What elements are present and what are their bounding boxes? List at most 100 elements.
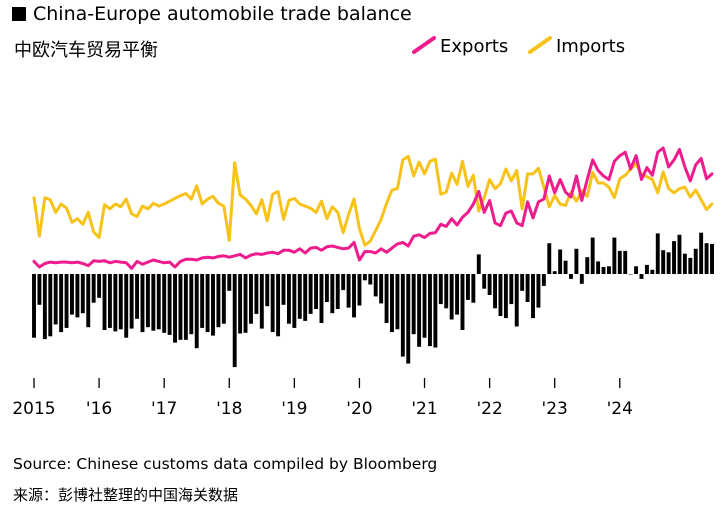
trade-balance-bar — [460, 274, 465, 330]
trade-balance-bar — [238, 274, 243, 334]
trade-balance-bar — [655, 233, 660, 274]
x-tick-label: '22 — [476, 399, 502, 419]
imports-line — [32, 154, 714, 247]
trade-balance-bar — [292, 274, 297, 328]
x-tick-label: 2015 — [12, 399, 55, 419]
trade-balance-bar — [346, 274, 351, 308]
trade-balance-bar — [189, 274, 194, 335]
trade-balance-bar — [606, 266, 611, 274]
legend-imports: Imports — [528, 36, 625, 57]
trade-balance-bar — [211, 274, 215, 336]
trade-balance-bar — [259, 274, 264, 329]
trade-balance-bar — [324, 274, 329, 302]
trade-balance-bar — [628, 274, 633, 275]
trade-balance-bar — [617, 250, 622, 274]
trade-balance-bar — [569, 274, 573, 279]
trade-balance-bar — [438, 274, 443, 305]
trade-balance-bar — [59, 274, 64, 333]
trade-balance-bar — [536, 274, 541, 308]
trade-balance-bar — [200, 274, 205, 328]
trade-balance-bar — [661, 250, 666, 274]
trade-balance-bar — [373, 274, 378, 297]
legend-imports-label: Imports — [556, 36, 626, 57]
trade-balance-bar — [547, 243, 552, 274]
trade-balance-bar — [503, 274, 508, 319]
trade-balance-bar — [493, 274, 497, 309]
x-tick-label: '17 — [151, 399, 177, 419]
trade-balance-bar — [173, 274, 177, 343]
trade-balance-bar — [314, 274, 319, 309]
trade-balance-bar — [102, 274, 107, 330]
trade-balance-bar — [64, 274, 69, 328]
series-lines — [32, 146, 714, 270]
x-tick-label: '21 — [411, 399, 437, 419]
trade-balance-bar — [666, 252, 671, 274]
trade-balance-bar — [80, 274, 85, 314]
trade-balance-bar — [232, 274, 237, 368]
trade-balance-bar — [107, 274, 112, 328]
trade-balance-bar — [156, 274, 161, 330]
trade-balance-bar — [270, 274, 275, 333]
trade-balance-bar — [520, 274, 525, 291]
chart-title-text: China-Europe automobile trade balance — [33, 3, 412, 25]
trade-balance-bar — [639, 274, 644, 279]
trade-balance-bar — [455, 274, 460, 315]
trade-balance-bar — [677, 234, 682, 274]
trade-balance-bar — [319, 274, 324, 323]
trade-balance-bar — [710, 243, 714, 274]
trade-balance-bar — [482, 274, 487, 289]
trade-balance-bar — [444, 274, 449, 309]
trade-balance-bar — [151, 274, 156, 331]
x-tick-label: '23 — [542, 399, 568, 419]
trade-balance-bar — [221, 274, 226, 324]
trade-balance-bar — [449, 274, 454, 320]
trade-balance-bar — [433, 274, 438, 348]
source-note-cn: 来源：彭博社整理的中国海关数据 — [13, 486, 239, 504]
trade-balance-bar — [596, 261, 601, 274]
trade-balance-bar — [693, 248, 698, 274]
x-tick-label: '24 — [607, 399, 633, 419]
trade-balance-bar — [465, 274, 470, 300]
trade-balance-bar — [227, 274, 232, 291]
source-note: Source: Chinese customs data compiled by… — [13, 455, 438, 473]
trade-balance-bar — [216, 274, 221, 328]
trade-balance-bar — [145, 274, 150, 328]
trade-balance-bar — [113, 274, 118, 332]
trade-balance-bar — [249, 274, 253, 324]
trade-balance-bar — [579, 274, 584, 284]
trade-balance-bar — [281, 274, 286, 305]
trade-balance-bar — [194, 274, 199, 349]
trade-balance-bar — [352, 274, 356, 318]
trade-balance-bar — [205, 274, 210, 333]
trade-balance-bar — [612, 237, 617, 274]
x-tick-label: '19 — [281, 399, 307, 419]
title-square-icon — [12, 7, 26, 21]
trade-balance-bar — [525, 274, 530, 302]
trade-balance-bar — [682, 253, 687, 274]
trade-balance-bar — [379, 274, 384, 304]
trade-balance-bar — [574, 248, 579, 274]
trade-balance-bar — [178, 274, 183, 340]
trade-balance-bar — [650, 269, 655, 274]
trade-balance-bar — [384, 274, 389, 323]
trade-balance-bar — [688, 257, 693, 274]
trade-balance-bar — [476, 254, 481, 274]
trade-balance-bar — [704, 243, 709, 274]
trade-balance-bar — [303, 274, 308, 321]
legend-exports: Exports — [412, 36, 508, 57]
trade-balance-bar — [129, 274, 134, 329]
trade-balance-bar — [70, 274, 74, 315]
trade-balance-bar — [341, 274, 346, 291]
trade-balance-bar — [118, 274, 123, 330]
trade-balance-bar — [411, 274, 416, 335]
legend-exports-label: Exports — [440, 36, 509, 57]
legend-exports-swatch-icon — [412, 36, 436, 54]
trade-balance-bar — [563, 260, 568, 274]
trade-balance-bar — [368, 274, 373, 285]
exports-line — [32, 146, 714, 270]
trade-balance-bar — [335, 274, 340, 309]
trade-balance-bar — [498, 274, 503, 316]
trade-balance-bar — [37, 274, 42, 305]
trade-balance-bars — [32, 232, 714, 368]
